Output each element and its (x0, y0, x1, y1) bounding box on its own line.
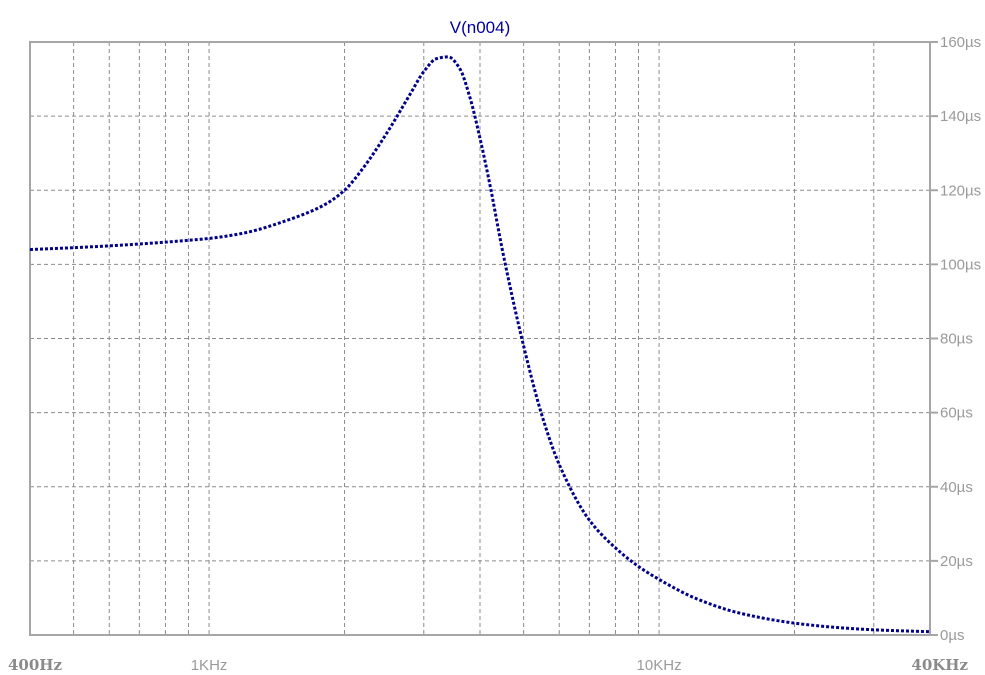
grid (30, 42, 930, 635)
y-tick-label: 140µs (940, 108, 981, 125)
series-v-n004 (29, 55, 931, 634)
y-tick-label: 0µs (940, 627, 965, 644)
y-tick-label: 100µs (940, 256, 981, 273)
x-tick-label: 400Hz (8, 656, 62, 674)
x-axis-ticks: 400Hz 1KHz 10KHz 40KHz (8, 656, 968, 674)
y-tick-marks (930, 41, 938, 636)
y-tick-label: 160µs (940, 34, 981, 51)
y-tick-label: 20µs (940, 553, 973, 570)
y-tick-label: 80µs (940, 331, 973, 348)
y-tick-label: 60µs (940, 405, 973, 422)
series-line (29, 55, 931, 634)
x-tick-label: 10KHz (637, 657, 682, 674)
chart-title: V(n004) (450, 18, 510, 37)
x-tick-label: 1KHz (191, 657, 228, 674)
y-tick-label: 120µs (940, 182, 981, 199)
x-tick-label: 40KHz (911, 656, 968, 674)
y-tick-label: 40µs (940, 479, 973, 496)
y-axis-ticks: 0µs 20µs 40µs 60µs 80µs 100µs 120µs 140µs 160µs (940, 34, 981, 644)
